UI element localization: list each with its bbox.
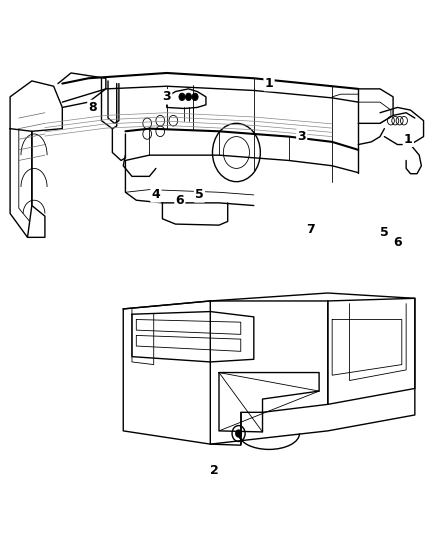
Text: 8: 8: [88, 101, 97, 114]
Text: 6: 6: [176, 193, 184, 207]
Circle shape: [179, 93, 185, 101]
Text: 1: 1: [404, 133, 413, 146]
Text: 1: 1: [265, 77, 273, 90]
Text: 2: 2: [210, 464, 219, 477]
Circle shape: [185, 93, 191, 101]
Text: 7: 7: [306, 223, 315, 236]
Text: 3: 3: [297, 130, 306, 143]
Text: 4: 4: [152, 189, 160, 201]
Text: 6: 6: [393, 236, 402, 249]
Text: 3: 3: [162, 90, 171, 103]
Text: 5: 5: [380, 225, 389, 239]
Text: 5: 5: [195, 189, 204, 201]
Circle shape: [192, 93, 198, 101]
Circle shape: [236, 430, 242, 437]
